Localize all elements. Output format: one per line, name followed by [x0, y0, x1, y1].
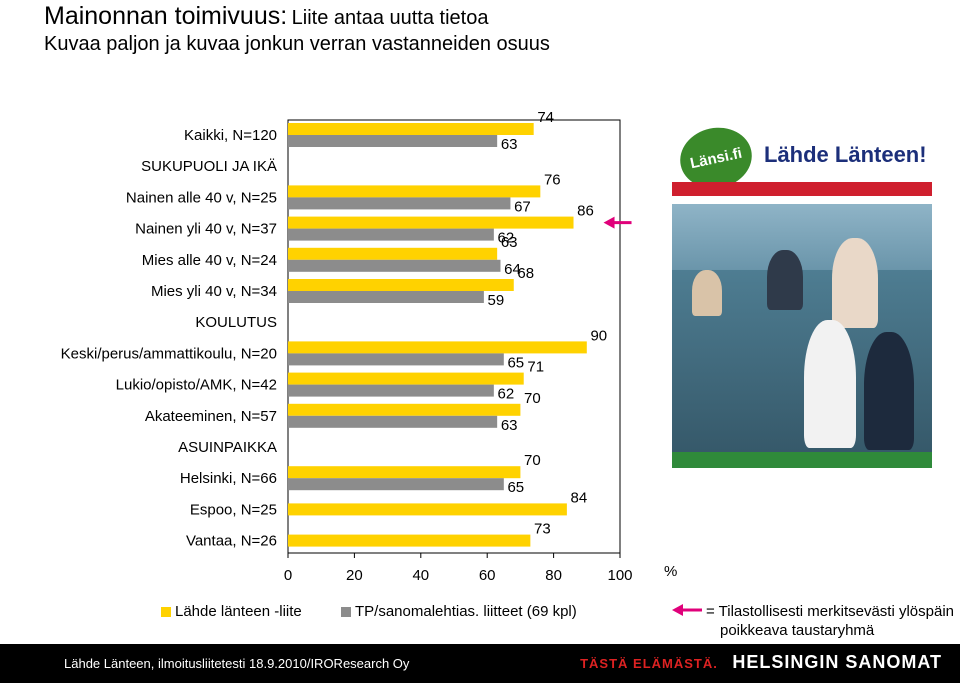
ad-tagline-bar [672, 182, 932, 196]
significance-note-line2: poikkeava taustaryhmä [720, 622, 875, 639]
bar-supplement [288, 403, 521, 416]
data-label-supplement: 86 [577, 203, 594, 220]
x-axis-unit: % [664, 563, 677, 580]
data-label-supplement: 70 [524, 390, 541, 407]
data-label-reference: 65 [507, 354, 524, 371]
data-label-supplement: 73 [534, 521, 551, 538]
category-label: Helsinki, N=66 [180, 470, 277, 487]
ad-person [832, 238, 878, 328]
category-label: Nainen alle 40 v, N=25 [126, 189, 277, 206]
bar-reference [288, 228, 494, 241]
data-label-reference: 62 [497, 230, 514, 247]
legend-supplement: Lähde länteen -liite [175, 603, 302, 620]
bar-supplement [288, 503, 567, 516]
significance-arrowhead-icon [603, 216, 615, 229]
bar-reference [288, 384, 494, 397]
ad-image: Länsi.fi Lähde Länteen! [672, 120, 932, 468]
category-label: Akateeminen, N=57 [145, 408, 277, 425]
category-label: ASUINPAIKKA [178, 439, 277, 456]
title-sub: Liite antaa uutta tietoa [291, 7, 489, 29]
bar-reference [288, 135, 498, 147]
ad-person [864, 332, 914, 450]
ad-person [804, 320, 856, 448]
category-label: Keski/perus/ammattikoulu, N=20 [61, 345, 277, 362]
data-label-reference: 64 [504, 261, 521, 278]
bar-supplement [288, 216, 574, 229]
x-tick-label: 80 [545, 567, 562, 584]
data-label-supplement: 70 [524, 452, 541, 469]
bar-supplement [288, 123, 534, 135]
category-label: Mies yli 40 v, N=34 [151, 283, 277, 300]
page-subtitle: Kuvaa paljon ja kuvaa jonkun verran vast… [44, 33, 550, 55]
category-label: Vantaa, N=26 [186, 533, 277, 550]
data-label-reference: 63 [501, 136, 518, 153]
footer-bar: Lähde Länteen, ilmoitusliitetesti 18.9.2… [0, 644, 960, 683]
ad-person [767, 250, 803, 310]
bar-reference [288, 415, 498, 428]
bar-supplement [288, 534, 531, 547]
legend-reference: TP/sanomalehtias. liitteet (69 kpl) [355, 603, 577, 620]
footer-source: Lähde Länteen, ilmoitusliitetesti 18.9.2… [64, 656, 410, 671]
data-label-supplement: 68 [517, 265, 534, 282]
data-label-reference: 65 [507, 479, 524, 496]
bar-supplement [288, 279, 514, 291]
category-label: Kaikki, N=120 [184, 127, 277, 144]
data-label-supplement: 74 [537, 109, 554, 126]
bar-reference [288, 291, 484, 303]
legend-swatch-reference [341, 607, 351, 617]
footer-brand: HELSINGIN SANOMAT [732, 652, 942, 672]
data-label-reference: 59 [488, 292, 505, 309]
significance-note-line1: = Tilastollisesti merkitsevästi ylöspäin [706, 603, 955, 620]
data-label-supplement: 90 [590, 327, 607, 344]
category-label: KOULUTUS [195, 314, 277, 331]
bar-chart: 0 20 40 60 80 100 % Kaikki, N=120 74 63 SUKUPUOLI … [61, 109, 678, 584]
data-label-supplement: 76 [544, 171, 561, 188]
footer-slogan: TÄSTÄ ELÄMÄSTÄ. [580, 656, 718, 671]
data-label-reference: 62 [497, 386, 514, 403]
legend-swatch-supplement [161, 607, 171, 617]
data-label-reference: 67 [514, 198, 531, 215]
footer-brand-area: TÄSTÄ ELÄMÄSTÄ. HELSINGIN SANOMAT [580, 652, 942, 673]
data-label-supplement: 84 [571, 489, 588, 506]
bar-supplement [288, 372, 524, 385]
legend-arrow-icon [672, 604, 702, 616]
category-label: SUKUPUOLI JA IKÄ [141, 158, 277, 175]
ad-footer-bar [672, 452, 932, 468]
data-label-reference: 63 [501, 417, 518, 434]
bar-supplement [288, 185, 541, 198]
bar-supplement [288, 341, 587, 354]
ad-header: Länsi.fi Lähde Länteen! [672, 120, 932, 204]
x-tick-label: 40 [412, 567, 429, 584]
ad-title: Lähde Länteen! [764, 142, 927, 167]
bar-reference [288, 478, 504, 491]
plot-area [287, 119, 621, 554]
bar-supplement [288, 466, 521, 479]
bar-reference [288, 353, 504, 366]
x-tick-label: 20 [346, 567, 363, 584]
category-label: Espoo, N=25 [190, 501, 277, 518]
bar-supplement [288, 247, 498, 260]
x-tick-label: 0 [284, 567, 292, 584]
data-label-supplement: 63 [501, 234, 518, 251]
category-label: Lukio/opisto/AMK, N=42 [116, 377, 277, 394]
category-label: Mies alle 40 v, N=24 [142, 252, 277, 269]
data-label-supplement: 71 [527, 359, 544, 376]
x-tick-label: 100 [607, 567, 632, 584]
bar-reference [288, 259, 501, 272]
category-label: Nainen yli 40 v, N=37 [135, 221, 277, 238]
ad-person [692, 270, 722, 316]
page-title: Mainonnan toimivuus: Liite antaa uutta t… [44, 2, 488, 31]
x-tick-label: 60 [479, 567, 496, 584]
bar-reference [288, 197, 511, 210]
title-main: Mainonnan toimivuus: [44, 2, 288, 30]
